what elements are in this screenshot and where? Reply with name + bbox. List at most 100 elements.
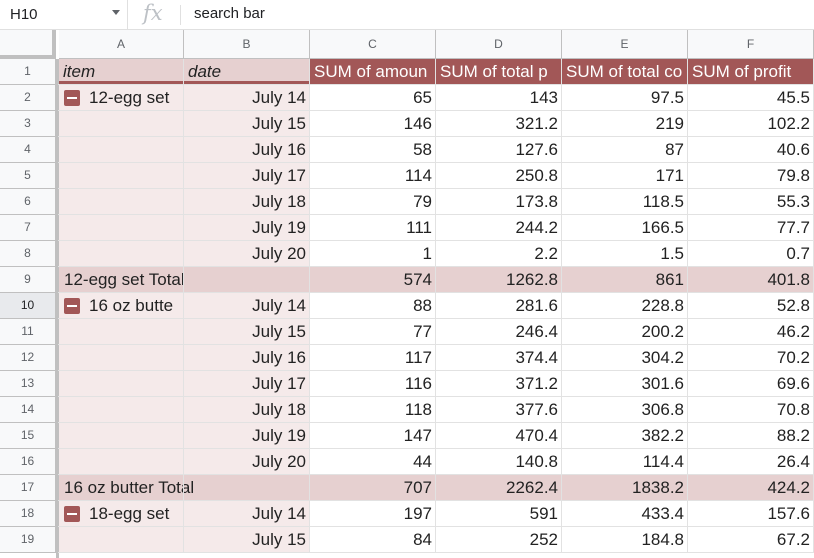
value-cell-d[interactable]: 246.4 [436,319,562,345]
value-cell-d[interactable]: 250.8 [436,163,562,189]
item-cell[interactable] [59,345,184,371]
value-cell-c[interactable]: 44 [310,449,436,475]
value-cell-c[interactable]: 117 [310,345,436,371]
pivot-header-date[interactable]: date [184,59,310,85]
value-cell-c[interactable]: 197 [310,501,436,527]
collapse-icon[interactable] [64,506,80,522]
item-cell[interactable] [59,111,184,137]
total-label[interactable]: 12-egg set Total [59,267,310,293]
value-cell-c[interactable]: 707 [310,475,436,501]
pivot-header-item[interactable]: item [59,59,184,85]
date-cell[interactable]: July 19 [184,215,310,241]
value-cell-e[interactable]: 228.8 [562,293,688,319]
value-cell-d[interactable]: 371.2 [436,371,562,397]
item-cell[interactable] [59,319,184,345]
value-cell-f[interactable]: 0.7 [688,241,814,267]
value-cell-f[interactable]: 46.2 [688,319,814,345]
value-cell-c[interactable]: 58 [310,137,436,163]
value-cell-c[interactable]: 111 [310,215,436,241]
value-cell-c[interactable]: 146 [310,111,436,137]
value-cell-d[interactable]: 140.8 [436,449,562,475]
value-cell-f[interactable]: 52.8 [688,293,814,319]
value-cell-e[interactable]: 87 [562,137,688,163]
value-cell-e[interactable]: 433.4 [562,501,688,527]
pivot-header-sum-amount[interactable]: SUM of amoun [310,59,436,85]
frozen-pane-divider[interactable] [56,59,59,558]
value-cell-f[interactable]: 88.2 [688,423,814,449]
row-header-19[interactable]: 19 [0,527,56,553]
date-cell[interactable]: July 17 [184,371,310,397]
row-header-7[interactable]: 7 [0,215,56,241]
column-header-a[interactable]: A [59,30,184,59]
column-header-b[interactable]: B [184,30,310,59]
date-cell[interactable]: July 19 [184,423,310,449]
column-header-d[interactable]: D [436,30,562,59]
value-cell-c[interactable]: 79 [310,189,436,215]
value-cell-f[interactable]: 401.8 [688,267,814,293]
pivot-header-sum-total-price[interactable]: SUM of total p [436,59,562,85]
value-cell-e[interactable]: 1838.2 [562,475,688,501]
value-cell-e[interactable]: 382.2 [562,423,688,449]
item-cell[interactable] [59,163,184,189]
row-header-16[interactable]: 16 [0,449,56,475]
collapse-icon[interactable] [64,90,80,106]
value-cell-c[interactable]: 65 [310,85,436,111]
date-cell[interactable]: July 18 [184,397,310,423]
chevron-down-icon[interactable] [112,10,120,15]
row-header-14[interactable]: 14 [0,397,56,423]
value-cell-c[interactable]: 114 [310,163,436,189]
row-header-15[interactable]: 15 [0,423,56,449]
item-cell[interactable] [59,137,184,163]
date-cell[interactable]: July 20 [184,241,310,267]
value-cell-f[interactable]: 79.8 [688,163,814,189]
value-cell-f[interactable]: 55.3 [688,189,814,215]
value-cell-d[interactable]: 281.6 [436,293,562,319]
column-header-f[interactable]: F [688,30,814,59]
pivot-header-sum-total-cost[interactable]: SUM of total co [562,59,688,85]
date-cell[interactable]: July 17 [184,163,310,189]
value-cell-f[interactable]: 424.2 [688,475,814,501]
row-header-11[interactable]: 11 [0,319,56,345]
value-cell-f[interactable]: 26.4 [688,449,814,475]
value-cell-e[interactable]: 200.2 [562,319,688,345]
row-header-4[interactable]: 4 [0,137,56,163]
value-cell-c[interactable]: 77 [310,319,436,345]
value-cell-e[interactable]: 114.4 [562,449,688,475]
item-cell[interactable]: 16 oz butte [59,293,184,319]
row-header-17[interactable]: 17 [0,475,56,501]
value-cell-e[interactable]: 861 [562,267,688,293]
value-cell-c[interactable]: 574 [310,267,436,293]
value-cell-c[interactable]: 118 [310,397,436,423]
value-cell-f[interactable]: 157.6 [688,501,814,527]
date-cell[interactable]: July 14 [184,85,310,111]
value-cell-e[interactable]: 184.8 [562,527,688,553]
value-cell-f[interactable]: 69.6 [688,371,814,397]
row-header-10[interactable]: 10 [0,293,56,319]
value-cell-f[interactable]: 67.2 [688,527,814,553]
date-cell[interactable]: July 15 [184,111,310,137]
value-cell-d[interactable]: 470.4 [436,423,562,449]
item-cell[interactable] [59,189,184,215]
date-cell[interactable]: July 15 [184,527,310,553]
formula-input[interactable] [194,5,694,22]
column-header-c[interactable]: C [310,30,436,59]
item-cell[interactable] [59,423,184,449]
value-cell-e[interactable]: 166.5 [562,215,688,241]
value-cell-f[interactable]: 70.2 [688,345,814,371]
value-cell-c[interactable]: 88 [310,293,436,319]
row-header-3[interactable]: 3 [0,111,56,137]
date-cell[interactable]: July 16 [184,137,310,163]
row-header-2[interactable]: 2 [0,85,56,111]
value-cell-c[interactable]: 116 [310,371,436,397]
value-cell-f[interactable]: 102.2 [688,111,814,137]
value-cell-d[interactable]: 374.4 [436,345,562,371]
value-cell-f[interactable]: 40.6 [688,137,814,163]
item-cell[interactable] [59,215,184,241]
row-header-5[interactable]: 5 [0,163,56,189]
column-header-e[interactable]: E [562,30,688,59]
row-header-9[interactable]: 9 [0,267,56,293]
date-cell[interactable]: July 14 [184,293,310,319]
value-cell-e[interactable]: 97.5 [562,85,688,111]
value-cell-d[interactable]: 252 [436,527,562,553]
date-cell[interactable]: July 20 [184,449,310,475]
